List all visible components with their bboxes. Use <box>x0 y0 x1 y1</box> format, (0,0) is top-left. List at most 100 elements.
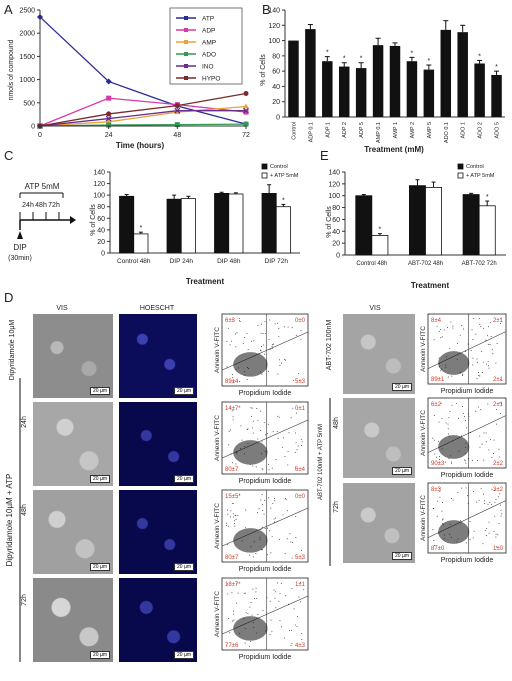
flow-dot <box>248 368 249 369</box>
bar-atp <box>371 235 389 256</box>
flow-dot <box>444 364 446 366</box>
flow-dot <box>281 362 282 364</box>
flow-dot <box>244 628 246 630</box>
cell-cluster <box>233 528 268 553</box>
flow-dot <box>501 513 503 515</box>
chart-c: 0 20 40 60 80 100 120 140 * Control 48h DIP 24h DIP… <box>90 163 300 286</box>
bar-atp <box>275 206 291 254</box>
flow-dot <box>268 469 270 471</box>
flow-dot <box>265 630 267 632</box>
flow-dot <box>494 501 496 503</box>
flow-dot <box>264 528 266 529</box>
micrograph-vis-48h: 20 µm <box>33 490 113 574</box>
significance-mark: * <box>486 194 489 201</box>
quadrant-lower-right: 2±2 <box>493 461 504 467</box>
flow-dot <box>233 619 235 621</box>
flow-dot <box>254 598 255 599</box>
chart-a-ytick-label: 2500 <box>19 8 35 15</box>
flow-dot <box>247 613 249 615</box>
chart-ytick-label: 0 <box>101 251 105 258</box>
chart-ytick-label: 120 <box>328 181 340 188</box>
flow-dot <box>239 494 240 495</box>
chart-e-ylabel: % of Cells <box>326 206 333 238</box>
flow-dot <box>464 420 466 421</box>
flow-dot <box>291 588 293 589</box>
quadrant-lower-left: 89±1 <box>431 377 445 383</box>
flow-dot <box>468 413 470 415</box>
quadrant-upper-left: 6±2 <box>431 402 442 408</box>
schematic-time-48: 48h <box>35 202 47 209</box>
legend-marker-atp <box>184 16 188 20</box>
flow-dot <box>483 327 485 329</box>
flow-dot <box>284 553 286 554</box>
flow-dot <box>434 453 436 455</box>
flow-dot <box>291 629 292 631</box>
flow-dot <box>442 519 443 521</box>
flow-dot <box>249 464 251 465</box>
flow-dot <box>232 377 234 379</box>
flow-dot <box>262 510 264 511</box>
flow-dot <box>287 451 289 453</box>
flow-plot-frame <box>221 489 309 563</box>
flow-dot <box>465 442 467 444</box>
flow-dot <box>479 323 481 325</box>
chart-b-category-label: AMP 2 <box>410 122 416 138</box>
bar-atp <box>478 205 496 256</box>
flow-dot <box>245 509 247 511</box>
flow-dot <box>495 362 497 364</box>
panel-letter-c: C <box>4 148 13 163</box>
flow-dot <box>284 637 286 639</box>
flow-dot <box>488 365 489 367</box>
flow-dot <box>261 549 262 551</box>
flow-dot <box>434 545 435 546</box>
flow-dot <box>295 334 297 336</box>
flow-dot <box>438 533 440 534</box>
flow-dot <box>501 402 502 404</box>
chart-b-category-label: AMP 1 <box>393 122 399 138</box>
micrograph-hoescht-24h: 20 µm <box>119 402 197 486</box>
flow-dot <box>285 498 286 500</box>
flow-dot <box>487 360 489 362</box>
flow-dot <box>264 321 266 323</box>
flow-dot <box>476 501 477 503</box>
flow-plot-frame <box>427 482 507 554</box>
flow-dot <box>462 373 463 375</box>
flow-dot <box>279 359 280 361</box>
flow-dot <box>470 432 471 434</box>
chart-ytick-label: 60 <box>97 216 105 223</box>
legend-marker-amp <box>184 40 188 44</box>
panel-letter-e: E <box>320 148 329 163</box>
bar-control <box>166 198 182 254</box>
flow-ylabel: Annexin V-FITC <box>214 503 221 549</box>
legend-marker-ino <box>184 64 188 68</box>
quadrant-lower-right: 5±3 <box>295 379 306 385</box>
flow-dot <box>261 494 263 496</box>
flow-dot <box>272 431 274 433</box>
flow-dot <box>257 512 258 513</box>
flow-dot <box>243 446 245 447</box>
flow-dot <box>452 499 454 501</box>
flow-dot <box>498 523 500 524</box>
flow-dot <box>232 419 234 421</box>
bar <box>406 61 418 117</box>
micrograph-vis-abt-48h: 20 µm <box>343 398 415 478</box>
flow-dot <box>226 525 227 526</box>
chart-b-category-label: ADO 2 <box>478 122 484 139</box>
flow-dot <box>272 503 274 504</box>
flow-dot <box>472 537 474 539</box>
legend-label-ino: INO <box>202 64 214 71</box>
flow-dot <box>467 495 468 497</box>
flow-dot <box>271 348 273 349</box>
flow-dot <box>290 417 292 419</box>
flow-dot <box>440 329 442 330</box>
flow-dot <box>277 437 279 439</box>
flow-dot <box>258 353 260 355</box>
flow-dot <box>250 546 252 548</box>
quadrant-upper-right: 3±2 <box>493 487 504 493</box>
flow-dot <box>263 422 265 423</box>
cell-cluster <box>438 520 470 544</box>
flow-dot <box>490 439 491 441</box>
cell-cluster <box>438 435 470 459</box>
flow-dot <box>282 514 284 516</box>
